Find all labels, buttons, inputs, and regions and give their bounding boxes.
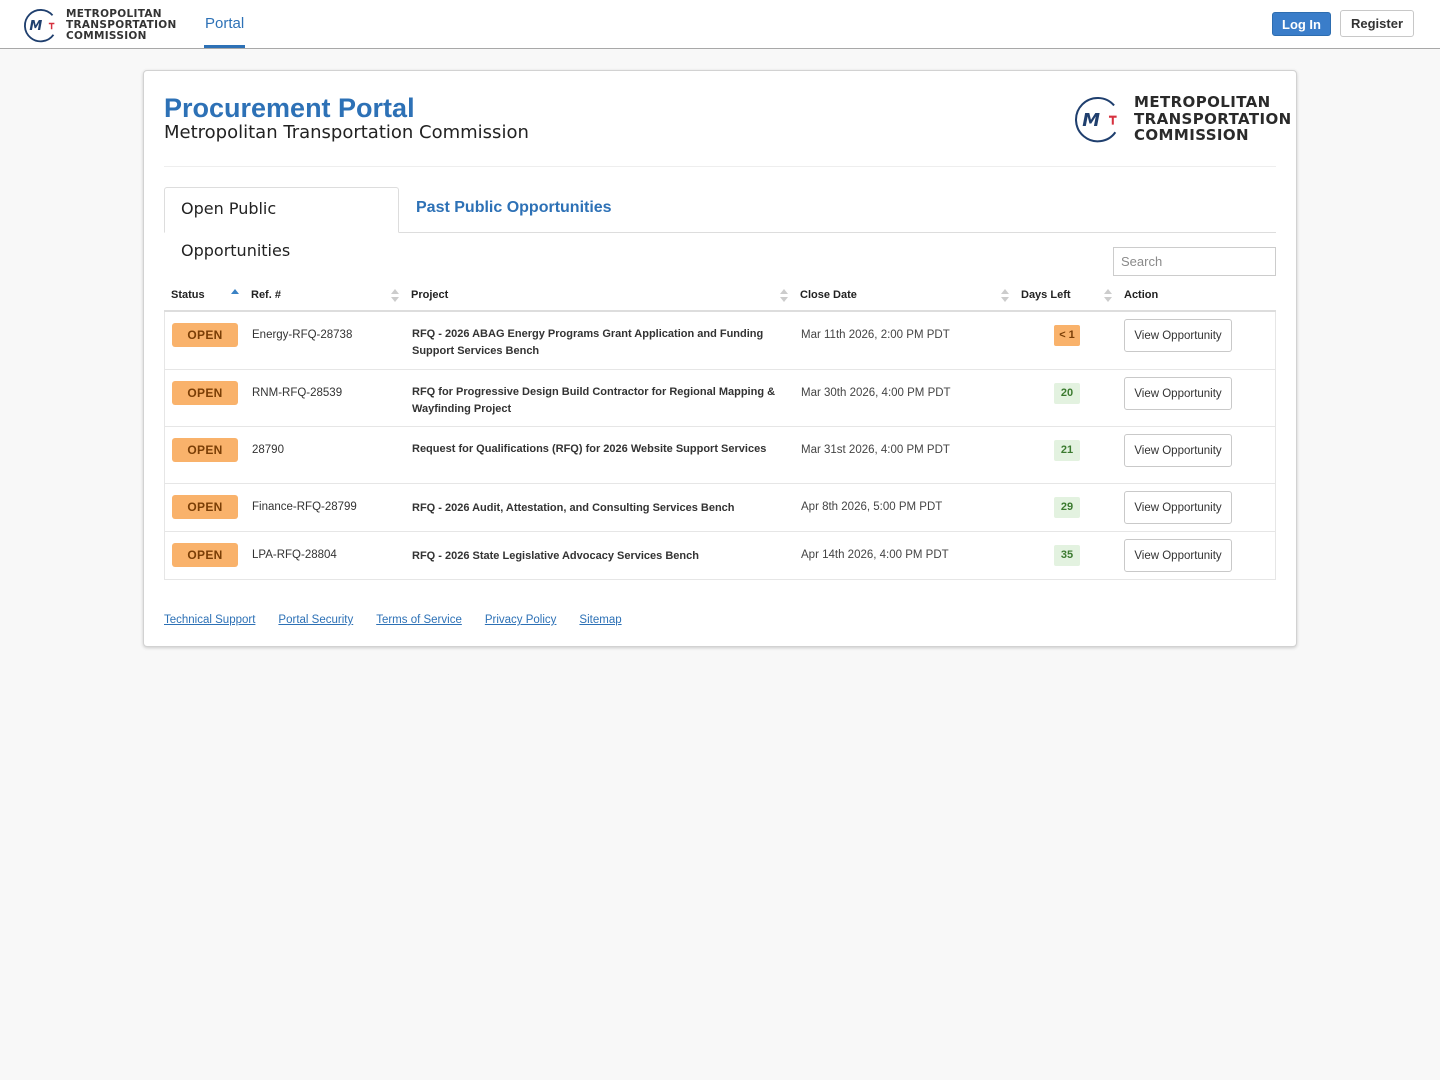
view-opportunity-button[interactable]: View Opportunity (1124, 539, 1232, 572)
logo-line: COMMISSION (1134, 126, 1250, 145)
svg-text:M: M (1082, 109, 1100, 130)
close-date: Apr 8th 2026, 5:00 PM PDT (801, 501, 943, 513)
close-date: Mar 31st 2026, 4:00 PM PDT (801, 444, 950, 456)
column-header-project[interactable]: Project (411, 289, 449, 301)
opportunities-table: Status Ref. # Project Close Date Days Le… (164, 283, 1276, 580)
project-title: RFQ for Progressive Design Build Contrac… (412, 386, 776, 415)
view-opportunity-button[interactable]: View Opportunity (1124, 434, 1232, 467)
logo-line: TRANSPORTATION (1134, 109, 1292, 128)
view-opportunity-button[interactable]: View Opportunity (1124, 319, 1232, 352)
tab-open-opportunities[interactable]: Open Public Opportunities (164, 187, 399, 260)
sort-asc-icon[interactable] (231, 289, 239, 303)
table-body: OPEN Energy-RFQ-28738 RFQ - 2026 ABAG En… (164, 312, 1276, 580)
footer-link-terms-of-service[interactable]: Terms of Service (376, 614, 462, 626)
ref-number: 28790 (252, 444, 284, 456)
footer-links: Technical Support Portal Security Terms … (164, 614, 645, 626)
column-header-ref[interactable]: Ref. # (251, 289, 281, 301)
column-header-status[interactable]: Status (171, 289, 205, 301)
days-left-badge: 29 (1054, 497, 1080, 518)
column-header-days-left[interactable]: Days Left (1021, 289, 1071, 301)
table-row: OPEN LPA-RFQ-28804 RFQ - 2026 State Legi… (165, 531, 1275, 579)
project-title: RFQ - 2026 State Legislative Advocacy Se… (412, 550, 699, 562)
ref-number: RNM-RFQ-28539 (252, 387, 343, 399)
page-title: Procurement Portal (164, 93, 415, 123)
header-logo: M METROPOLITAN TRANSPORTATION COMMISSION (1072, 93, 1291, 145)
ref-number: Energy-RFQ-28738 (252, 329, 353, 341)
mtc-logo-icon: M (24, 8, 55, 42)
column-header-close-date[interactable]: Close Date (800, 289, 857, 301)
mtc-logo[interactable]: M METROPOLITAN TRANSPORTATION COMMISSION (22, 6, 176, 44)
logo-line: COMMISSION (66, 29, 147, 42)
footer-link-sitemap[interactable]: Sitemap (579, 614, 622, 626)
column-header-action: Action (1124, 289, 1159, 301)
table-row: OPEN 28790 Request for Qualifications (R… (165, 426, 1275, 483)
logo-wordmark: METROPOLITAN TRANSPORTATION COMMISSION (66, 7, 177, 42)
sort-icon[interactable] (780, 289, 788, 303)
status-badge: OPEN (172, 495, 238, 519)
status-badge: OPEN (172, 381, 238, 405)
table-row: OPEN Finance-RFQ-28799 RFQ - 2026 Audit,… (165, 483, 1275, 531)
logo-line: TRANSPORTATION (66, 18, 177, 31)
procurement-card: Procurement Portal Metropolitan Transpor… (143, 70, 1297, 647)
footer-link-technical-support[interactable]: Technical Support (164, 614, 256, 626)
close-date: Mar 30th 2026, 4:00 PM PDT (801, 387, 951, 399)
sort-icon[interactable] (391, 289, 399, 303)
view-opportunity-button[interactable]: View Opportunity (1124, 377, 1232, 410)
nav-portal-link[interactable]: Portal (204, 0, 246, 48)
close-date: Apr 14th 2026, 4:00 PM PDT (801, 549, 949, 561)
view-opportunity-button[interactable]: View Opportunity (1124, 491, 1232, 524)
tab-past-opportunities[interactable]: Past Public Opportunities (416, 199, 612, 216)
project-title: Request for Qualifications (RFQ) for 202… (412, 443, 767, 455)
sort-icon[interactable] (1104, 289, 1112, 303)
logo-line: METROPOLITAN (66, 7, 162, 20)
logo-wordmark: METROPOLITAN TRANSPORTATION COMMISSION (1134, 94, 1292, 144)
footer-link-privacy-policy[interactable]: Privacy Policy (484, 614, 557, 626)
logo-line: METROPOLITAN (1134, 93, 1271, 112)
days-left-badge: < 1 (1054, 325, 1080, 346)
svg-text:M: M (29, 19, 42, 34)
opportunity-tabs: Open Public Opportunities Past Public Op… (164, 187, 1276, 260)
footer-link-portal-security[interactable]: Portal Security (278, 614, 354, 626)
project-title: RFQ - 2026 ABAG Energy Programs Grant Ap… (412, 328, 764, 357)
login-button[interactable]: Log In (1272, 12, 1331, 36)
ref-number: Finance-RFQ-28799 (252, 501, 357, 513)
header-divider (164, 166, 1276, 167)
project-title: RFQ - 2026 Audit, Attestation, and Consu… (412, 502, 735, 514)
status-badge: OPEN (172, 438, 238, 462)
days-left-badge: 35 (1054, 545, 1080, 566)
table-row: OPEN RNM-RFQ-28539 RFQ for Progressive D… (165, 369, 1275, 426)
mtc-logo-icon: M (1075, 96, 1117, 142)
register-button[interactable]: Register (1340, 10, 1414, 37)
close-date: Mar 11th 2026, 2:00 PM PDT (801, 329, 950, 341)
table-row: OPEN Energy-RFQ-28738 RFQ - 2026 ABAG En… (165, 312, 1275, 369)
page-subtitle: Metropolitan Transportation Commission (164, 122, 529, 143)
status-badge: OPEN (172, 323, 238, 347)
top-navbar: M METROPOLITAN TRANSPORTATION COMMISSION… (0, 0, 1440, 49)
status-badge: OPEN (172, 543, 238, 567)
search-input[interactable] (1113, 247, 1276, 276)
table-header: Status Ref. # Project Close Date Days Le… (164, 283, 1276, 312)
days-left-badge: 20 (1054, 383, 1080, 404)
days-left-badge: 21 (1054, 440, 1080, 461)
sort-icon[interactable] (1001, 289, 1009, 303)
ref-number: LPA-RFQ-28804 (252, 549, 337, 561)
